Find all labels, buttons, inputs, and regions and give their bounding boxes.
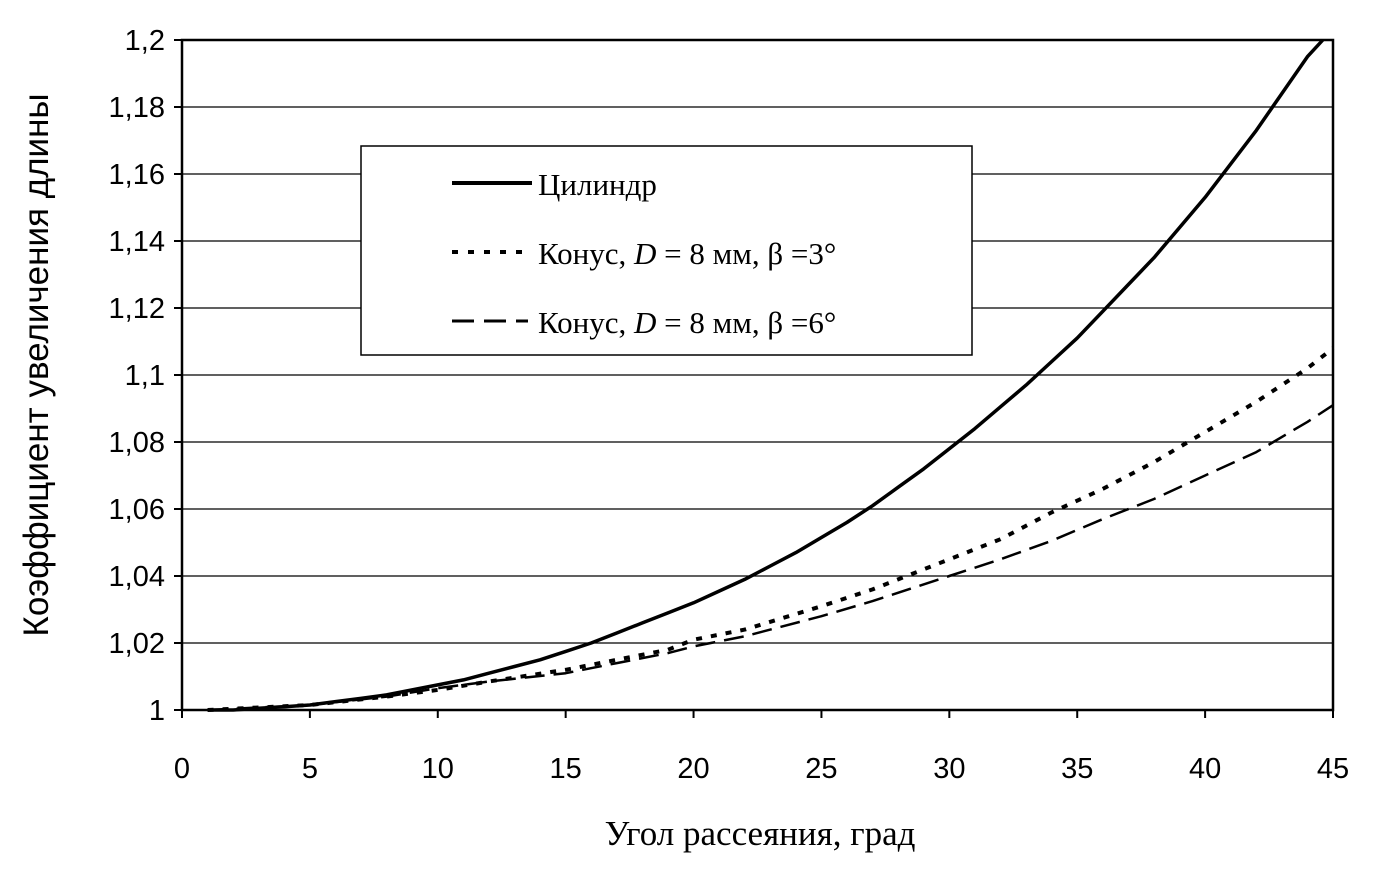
y-tick-label: 1,2 bbox=[125, 25, 165, 57]
x-tick-label: 15 bbox=[550, 753, 582, 785]
legend-label-cone-3: Конус, D = 8 мм, β =3° bbox=[538, 236, 836, 271]
y-axis-title: Коэффициент увеличения длины bbox=[17, 93, 56, 636]
plot-frame bbox=[180, 38, 1335, 712]
y-tick-label: 1,16 bbox=[109, 159, 165, 191]
x-tick-label: 20 bbox=[677, 753, 709, 785]
legend-label-cone-6-prefix: Конус, bbox=[538, 305, 634, 340]
series-cylinder bbox=[207, 38, 1325, 712]
x-tick-labels: 0 5 10 15 20 25 30 35 40 45 bbox=[174, 753, 1349, 785]
x-tick-label: 45 bbox=[1317, 753, 1349, 785]
y-tick-label: 1,04 bbox=[109, 561, 165, 593]
legend-label-cone-6: Конус, D = 8 мм, β =6° bbox=[538, 305, 836, 340]
x-tick-label: 30 bbox=[933, 753, 965, 785]
y-tick-label: 1,06 bbox=[109, 494, 165, 526]
legend-label-cone-6-var: D bbox=[633, 305, 656, 340]
x-tick-label: 25 bbox=[805, 753, 837, 785]
x-axis-title: Угол рассеяния, град bbox=[605, 814, 916, 853]
y-tick-label: 1,18 bbox=[109, 92, 165, 124]
legend-label-cone-3-prefix: Конус, bbox=[538, 236, 634, 271]
x-tick-label: 5 bbox=[302, 753, 318, 785]
legend-label-cone-6-suffix: = 8 мм, β =6° bbox=[656, 305, 836, 340]
x-tick-label: 35 bbox=[1061, 753, 1093, 785]
y-tick-label: 1,1 bbox=[125, 360, 165, 392]
y-tick-label: 1,08 bbox=[109, 427, 165, 459]
y-tick-label: 1,12 bbox=[109, 293, 165, 325]
legend-label-cone-3-suffix: = 8 мм, β =3° bbox=[656, 236, 836, 271]
legend: Цилиндр Конус, D = 8 мм, β =3° Конус, D … bbox=[360, 145, 973, 356]
x-tick-label: 0 bbox=[174, 753, 190, 785]
gridlines bbox=[174, 39, 1334, 718]
y-tick-label: 1,14 bbox=[109, 226, 165, 258]
legend-label-cylinder: Цилиндр bbox=[538, 167, 657, 202]
x-tick-label: 40 bbox=[1189, 753, 1221, 785]
y-tick-labels: 1 1,02 1,04 1,06 1,08 1,1 1,12 1,14 1,16 1,18 1,2 bbox=[109, 25, 165, 727]
y-tick-label: 1 bbox=[149, 695, 165, 727]
legend-label-cone-3-var: D bbox=[633, 236, 656, 271]
x-tick-label: 10 bbox=[422, 753, 454, 785]
series-lines bbox=[207, 38, 1335, 712]
y-tick-label: 1,02 bbox=[109, 628, 165, 660]
series-cone-6deg bbox=[207, 404, 1334, 712]
series-cone-3deg bbox=[207, 346, 1335, 712]
